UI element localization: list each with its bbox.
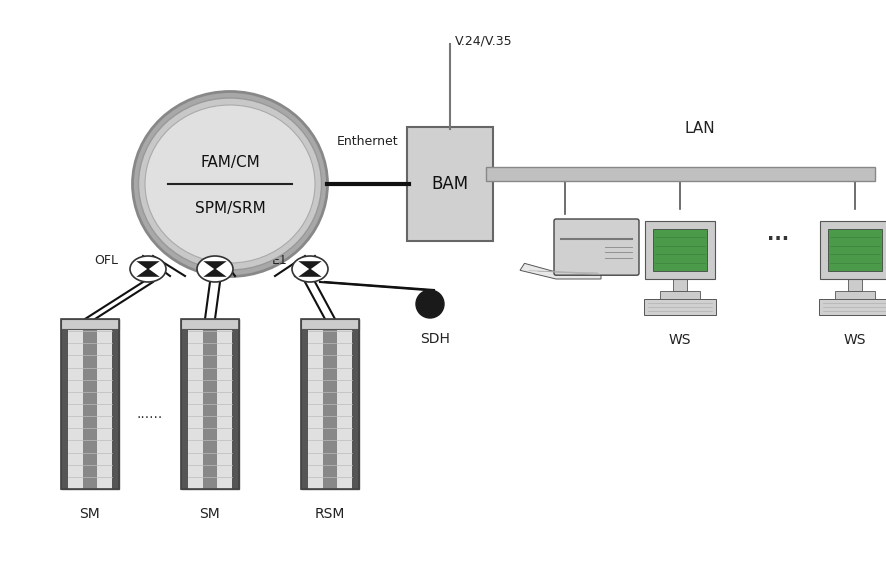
Text: SDH: SDH (420, 332, 450, 346)
Text: V.24/V.35: V.24/V.35 (455, 34, 513, 47)
Text: SM: SM (199, 507, 221, 521)
Polygon shape (299, 261, 322, 270)
Text: LAN: LAN (685, 121, 715, 136)
Bar (61, 319, 119, 489)
Polygon shape (299, 268, 322, 277)
Ellipse shape (292, 256, 328, 282)
Bar (644, 299, 716, 315)
Bar (835, 291, 875, 299)
Bar (181, 319, 239, 489)
Polygon shape (520, 263, 601, 279)
Text: BAM: BAM (431, 175, 469, 193)
Text: RSM: RSM (315, 507, 346, 521)
Bar (352, 319, 359, 489)
Text: SM: SM (80, 507, 100, 521)
Bar (61, 319, 119, 329)
Text: ......: ...... (136, 407, 163, 421)
Bar (673, 279, 687, 291)
Bar (848, 279, 862, 291)
Ellipse shape (197, 256, 233, 282)
Bar (181, 319, 188, 489)
Text: FAM/CM: FAM/CM (200, 155, 260, 170)
FancyBboxPatch shape (407, 127, 493, 241)
Bar (819, 299, 886, 315)
Text: OFL: OFL (94, 254, 118, 267)
Bar (323, 319, 337, 489)
Text: ...: ... (767, 224, 789, 244)
Bar (301, 319, 359, 329)
Bar (232, 319, 239, 489)
Text: E1: E1 (272, 254, 288, 267)
Bar (181, 319, 239, 489)
Polygon shape (136, 261, 159, 270)
Bar (660, 291, 700, 299)
Polygon shape (203, 268, 227, 277)
Ellipse shape (133, 91, 328, 276)
Polygon shape (136, 268, 159, 277)
Bar (301, 319, 359, 489)
Bar (486, 167, 875, 181)
FancyBboxPatch shape (554, 219, 639, 275)
Bar (301, 319, 308, 489)
Bar (83, 319, 97, 489)
Bar (828, 229, 882, 271)
Text: Enthernet: Enthernet (338, 135, 399, 148)
Bar (61, 319, 119, 489)
Bar (203, 319, 217, 489)
Bar (112, 319, 119, 489)
Ellipse shape (130, 256, 166, 282)
Bar (301, 319, 359, 489)
Ellipse shape (138, 98, 322, 270)
Text: SPM/SRM: SPM/SRM (195, 200, 266, 215)
Text: WS: WS (669, 333, 691, 347)
Text: WS: WS (843, 333, 867, 347)
Bar (653, 229, 707, 271)
Bar (645, 221, 715, 279)
Bar (181, 319, 239, 329)
Bar (820, 221, 886, 279)
Bar (61, 319, 68, 489)
Circle shape (416, 290, 444, 318)
Polygon shape (203, 261, 227, 270)
Ellipse shape (145, 105, 315, 263)
